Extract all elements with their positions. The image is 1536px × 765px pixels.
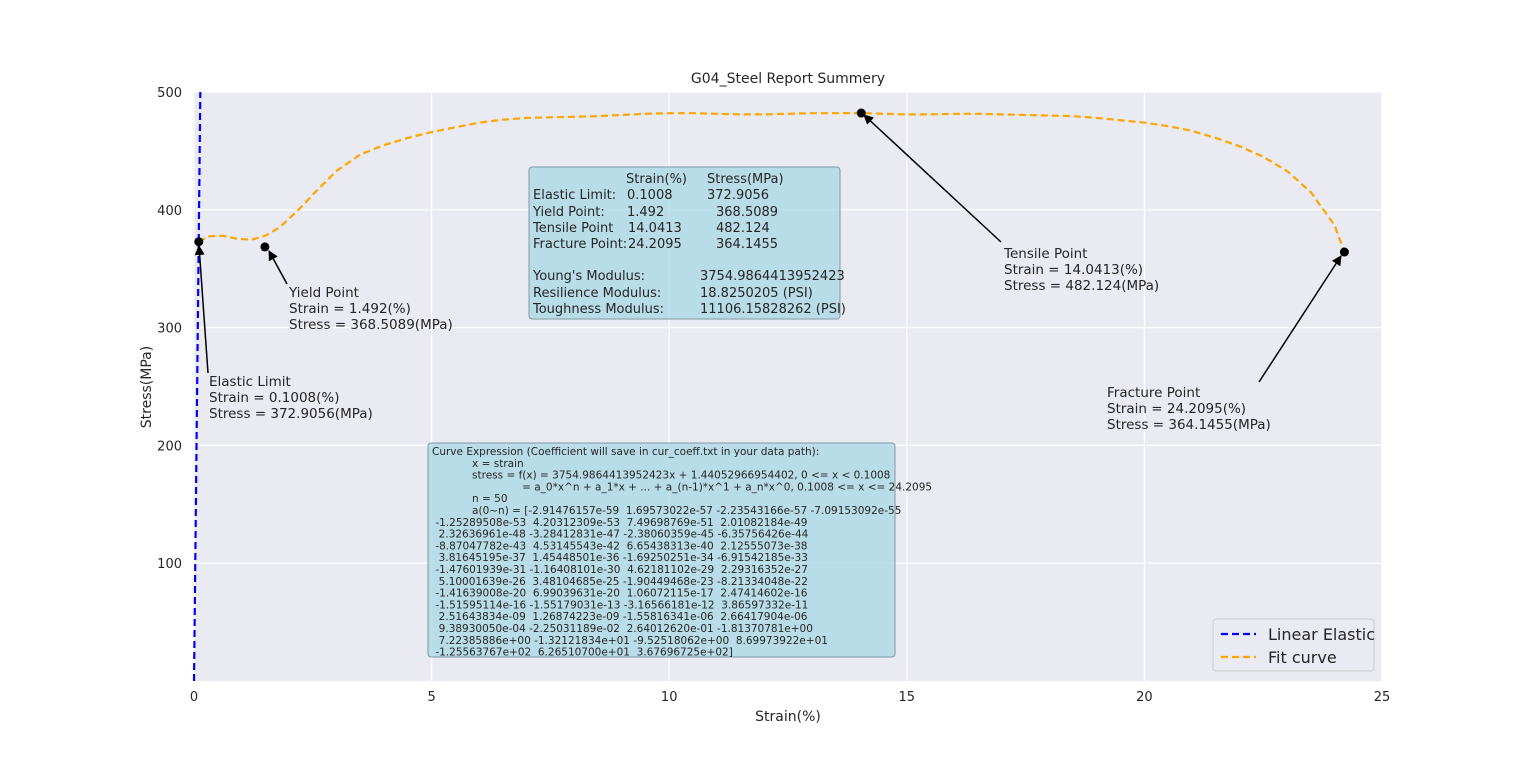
svg-text:14.0413: 14.0413 xyxy=(628,221,682,236)
curve-expression-box: Curve Expression (Coefficient will save … xyxy=(427,442,932,659)
curve-expression-line: 5.10001639e-26 3.48104685e-25 -1.9044946… xyxy=(432,576,808,588)
fracture-point-annotation: Fracture Point Strain = 24.2095(%) Stres… xyxy=(1107,385,1271,433)
x-tick-labels: 0 5 10 15 20 25 xyxy=(190,690,1390,705)
curve-expression-line: 9.38930050e-04 -2.25031189e-02 2.6401262… xyxy=(432,623,813,635)
elastic-limit-point xyxy=(194,237,204,247)
x-axis-label: Strain(%) xyxy=(755,709,821,725)
curve-expression-line: -1.25563767e+02 6.26510700e+01 3.6769672… xyxy=(432,647,733,659)
svg-text:Stress = 364.1455(MPa): Stress = 364.1455(MPa) xyxy=(1107,417,1271,433)
y-tick-label: 500 xyxy=(157,86,182,101)
elastic-limit-arrow xyxy=(194,245,209,374)
svg-text:Tensile Point: Tensile Point xyxy=(532,221,613,236)
legend-label-fit-curve: Fit curve xyxy=(1268,648,1337,667)
linear-elastic-line xyxy=(192,91,202,682)
x-tick-label: 20 xyxy=(1136,690,1153,705)
x-tick-label: 15 xyxy=(899,690,916,705)
svg-text:372.9056: 372.9056 xyxy=(707,188,769,203)
svg-text:Fracture Point: Fracture Point xyxy=(1107,385,1200,401)
key-points xyxy=(194,108,1349,257)
svg-text:Elastic Limit: Elastic Limit xyxy=(209,374,291,390)
curve-expression-line: n = 50 xyxy=(432,493,508,505)
svg-text:1.492: 1.492 xyxy=(627,205,664,220)
svg-text:Stress = 372.9056(MPa): Stress = 372.9056(MPa) xyxy=(209,406,373,422)
curve-expression-line: x = strain xyxy=(432,458,524,470)
svg-text:Yield Point:: Yield Point: xyxy=(532,205,605,220)
curve-expression-line: = a_0*x^n + a_1*x + ... + a_(n-1)*x^1 + … xyxy=(432,481,932,493)
yield-point-arrow xyxy=(268,250,288,285)
svg-text:Stress = 368.5089(MPa): Stress = 368.5089(MPa) xyxy=(289,317,453,333)
elastic-limit-annotation: Elastic Limit Strain = 0.1008(%) Stress … xyxy=(209,374,373,422)
svg-text:Elastic Limit:: Elastic Limit: xyxy=(533,188,616,203)
curve-expression-line: -8.87047782e-43 4.53145543e-42 6.6543831… xyxy=(432,540,807,552)
series-lines xyxy=(192,91,1346,682)
svg-text:368.5089: 368.5089 xyxy=(716,205,778,220)
chart-title: G04_Steel Report Summery xyxy=(691,71,885,87)
svg-text:Resilience Modulus:: Resilience Modulus: xyxy=(533,286,661,301)
svg-text:364.1455: 364.1455 xyxy=(716,237,778,252)
fracture-point-marker xyxy=(1339,247,1349,257)
svg-text:Stress(MPa): Stress(MPa) xyxy=(707,172,784,187)
yield-point-marker xyxy=(260,242,270,252)
fracture-point-arrow xyxy=(1258,255,1342,383)
tensile-point-annotation: Tensile Point Strain = 14.0413(%) Stress… xyxy=(1003,246,1159,294)
svg-text:Strain = 14.0413(%): Strain = 14.0413(%) xyxy=(1004,262,1143,278)
x-tick-label: 10 xyxy=(661,690,678,705)
yield-point-annotation: Yield Point Strain = 1.492(%) Stress = 3… xyxy=(288,285,453,333)
curve-expression-line: stress = f(x) = 3754.9864413952423x + 1.… xyxy=(432,470,890,482)
svg-text:Toughness Modulus:: Toughness Modulus: xyxy=(532,302,664,317)
svg-text:18.8250205 (PSI): 18.8250205 (PSI) xyxy=(700,286,813,301)
y-axis-label: Stress(MPa) xyxy=(139,346,155,428)
svg-text:11106.15828262 (PSI): 11106.15828262 (PSI) xyxy=(700,302,846,317)
curve-expression-line: 2.32636961e-48 -3.28412831e-47 -2.380603… xyxy=(432,529,809,541)
summary-box: Strain(%) Stress(MPa) Elastic Limit: 0.1… xyxy=(528,166,846,320)
y-tick-label: 200 xyxy=(157,439,182,454)
curve-expression-line: -1.25289508e-53 4.20312309e-53 7.4969876… xyxy=(432,517,807,529)
tensile-point-arrow xyxy=(863,114,1002,243)
svg-text:Strain = 24.2095(%): Strain = 24.2095(%) xyxy=(1107,401,1246,417)
svg-text:Strain(%): Strain(%) xyxy=(626,172,687,187)
svg-text:Fracture Point:: Fracture Point: xyxy=(533,237,627,252)
fit-curve-line xyxy=(198,111,1346,253)
svg-text:Yield Point: Yield Point xyxy=(288,285,359,301)
curve-expression-line: -1.41639008e-20 6.99039631e-20 1.0607211… xyxy=(432,588,808,600)
svg-text:Stress = 482.124(MPa): Stress = 482.124(MPa) xyxy=(1004,278,1159,294)
y-tick-label: 100 xyxy=(157,557,182,572)
svg-text:Tensile Point: Tensile Point xyxy=(1003,246,1087,262)
curve-expression-line: 7.22385886e+00 -1.32121834e+01 -9.525180… xyxy=(432,635,828,647)
legend-label-linear-elastic: Linear Elastic xyxy=(1268,625,1375,644)
curve-expression-line: a(0~n) = [-2.91476157e-59 1.69573022e-57… xyxy=(432,505,901,517)
svg-text:Strain = 0.1008(%): Strain = 0.1008(%) xyxy=(209,390,340,406)
svg-text:Strain = 1.492(%): Strain = 1.492(%) xyxy=(289,301,411,317)
x-tick-label: 0 xyxy=(190,690,198,705)
x-tick-label: 25 xyxy=(1374,690,1391,705)
legend: Linear Elastic Fit curve xyxy=(1212,618,1375,672)
svg-text:Young's Modulus:: Young's Modulus: xyxy=(532,269,645,284)
curve-expression-line: -1.51595114e-16 -1.55179031e-13 -3.16566… xyxy=(432,599,808,611)
curve-expression-line: -1.47601939e-31 -1.16408101e-30 4.621811… xyxy=(432,564,808,576)
y-tick-label: 300 xyxy=(157,322,182,337)
y-tick-labels: 100 200 300 400 500 xyxy=(157,86,182,572)
svg-text:3754.9864413952423: 3754.9864413952423 xyxy=(700,269,845,284)
svg-text:0.1008: 0.1008 xyxy=(627,188,673,203)
curve-expression-line: 3.81645195e-37 1.45448501e-36 -1.6925025… xyxy=(432,552,808,564)
svg-text:24.2095: 24.2095 xyxy=(628,237,682,252)
x-tick-label: 5 xyxy=(427,690,435,705)
curve-expression-lines: Curve Expression (Coefficient will save … xyxy=(432,446,932,659)
y-tick-label: 400 xyxy=(157,204,182,219)
svg-text:482.124: 482.124 xyxy=(716,221,770,236)
curve-expression-line: 2.51643834e-09 1.26874223e-09 -1.5581634… xyxy=(432,611,808,623)
curve-expression-line: Curve Expression (Coefficient will save … xyxy=(432,446,819,458)
